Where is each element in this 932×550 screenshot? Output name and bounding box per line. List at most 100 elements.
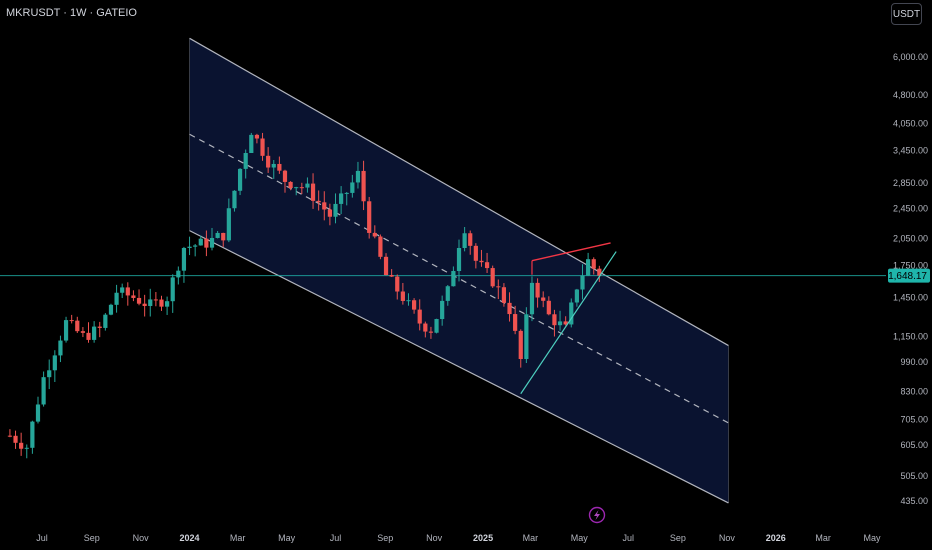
candle-body xyxy=(440,300,445,320)
candle-62 xyxy=(355,161,361,189)
candle-96 xyxy=(546,296,551,316)
candle-54 xyxy=(310,173,316,209)
candle-19 xyxy=(114,284,119,313)
candle-40 xyxy=(232,190,237,212)
candle-61 xyxy=(350,174,355,198)
candle-78 xyxy=(445,284,450,306)
candle-1 xyxy=(13,430,18,449)
candle-100 xyxy=(569,298,574,328)
candle-body xyxy=(305,183,310,188)
candle-39 xyxy=(226,198,231,243)
candle-37 xyxy=(215,230,220,239)
time-axis[interactable]: Jul Sep Nov 2024 Mar May Jul Sep Nov 2025 Mar May Ju… xyxy=(36,533,881,543)
time-tick-label: Nov xyxy=(719,533,736,543)
candle-102 xyxy=(580,264,585,300)
candles xyxy=(7,132,602,459)
candle-51 xyxy=(294,186,299,196)
candle-47 xyxy=(271,160,276,179)
candle-body xyxy=(484,262,490,269)
candle-body xyxy=(193,245,198,247)
candle-33 xyxy=(193,243,198,257)
time-tick-label: Mar xyxy=(230,533,246,543)
candle-body xyxy=(389,275,394,277)
candle-body xyxy=(383,256,389,276)
price-tick-label: 1,450.00 xyxy=(893,292,928,302)
currency-button[interactable]: USDT xyxy=(891,3,922,25)
candle-body xyxy=(552,314,557,326)
candle-3 xyxy=(24,444,29,459)
candle-body xyxy=(288,181,293,189)
candle-84 xyxy=(479,249,484,267)
candle-90 xyxy=(513,305,518,335)
candle-body xyxy=(221,232,226,241)
candle-46 xyxy=(266,147,271,173)
candle-7 xyxy=(47,359,52,390)
candle-93 xyxy=(529,276,535,322)
candle-body xyxy=(97,326,102,328)
time-tick-label: 2024 xyxy=(180,533,200,543)
candle-6 xyxy=(41,371,46,407)
candle-2 xyxy=(19,432,24,456)
candle-25 xyxy=(148,288,153,317)
candle-75 xyxy=(428,326,434,339)
candle-11 xyxy=(69,314,74,324)
candle-body xyxy=(529,282,535,315)
candle-36 xyxy=(209,227,215,251)
candle-16 xyxy=(97,321,102,338)
candle-85 xyxy=(484,252,490,274)
candle-body xyxy=(63,320,69,341)
candle-83 xyxy=(473,243,478,269)
price-tick-label: 830.00 xyxy=(900,387,928,397)
candle-28 xyxy=(165,296,170,315)
candle-body xyxy=(232,190,237,209)
time-tick-label: Sep xyxy=(670,533,686,543)
candle-86 xyxy=(490,265,495,288)
candle-body xyxy=(266,155,271,168)
time-tick-label: Sep xyxy=(377,533,393,543)
candle-10 xyxy=(63,316,69,343)
candle-body xyxy=(355,170,361,183)
candle-56 xyxy=(322,191,327,221)
candle-body xyxy=(541,297,546,301)
channel-upper-line xyxy=(189,37,729,347)
current-price-label: 1,648.17 xyxy=(888,271,927,282)
candle-body xyxy=(35,404,41,422)
candle-body xyxy=(108,304,114,315)
candle-8 xyxy=(52,350,57,383)
candle-20 xyxy=(120,283,125,299)
candle-body xyxy=(80,331,85,333)
candle-body xyxy=(361,170,366,202)
candle-24 xyxy=(142,294,147,317)
candle-88 xyxy=(501,283,507,307)
candle-body xyxy=(237,168,243,191)
candle-80 xyxy=(456,239,462,282)
candle-body xyxy=(597,268,602,276)
candle-body xyxy=(395,276,400,292)
candle-body xyxy=(367,201,372,233)
candle-body xyxy=(316,200,321,203)
candle-body xyxy=(19,442,24,449)
candle-body xyxy=(294,187,299,189)
candle-body xyxy=(209,237,215,248)
candle-body xyxy=(260,138,265,156)
candle-body xyxy=(176,270,181,278)
candle-body xyxy=(518,330,523,360)
candle-body xyxy=(417,309,422,324)
price-axis[interactable]: 435.00 505.00 605.00 705.00 830.00 990.00 1,15… xyxy=(893,52,928,506)
candle-104 xyxy=(591,257,596,275)
candle-41 xyxy=(237,168,243,196)
candle-44 xyxy=(254,133,260,144)
candle-body xyxy=(451,271,456,287)
candle-body xyxy=(187,246,192,248)
candle-body xyxy=(333,203,338,217)
candle-55 xyxy=(316,190,321,211)
candle-4 xyxy=(30,420,35,454)
lightning-icon[interactable] xyxy=(588,506,606,524)
candle-34 xyxy=(198,235,203,246)
candle-32 xyxy=(187,236,192,256)
time-tick-label: 2025 xyxy=(473,533,493,543)
candle-35 xyxy=(204,230,209,257)
candle-body xyxy=(7,435,13,437)
candle-body xyxy=(406,300,411,302)
